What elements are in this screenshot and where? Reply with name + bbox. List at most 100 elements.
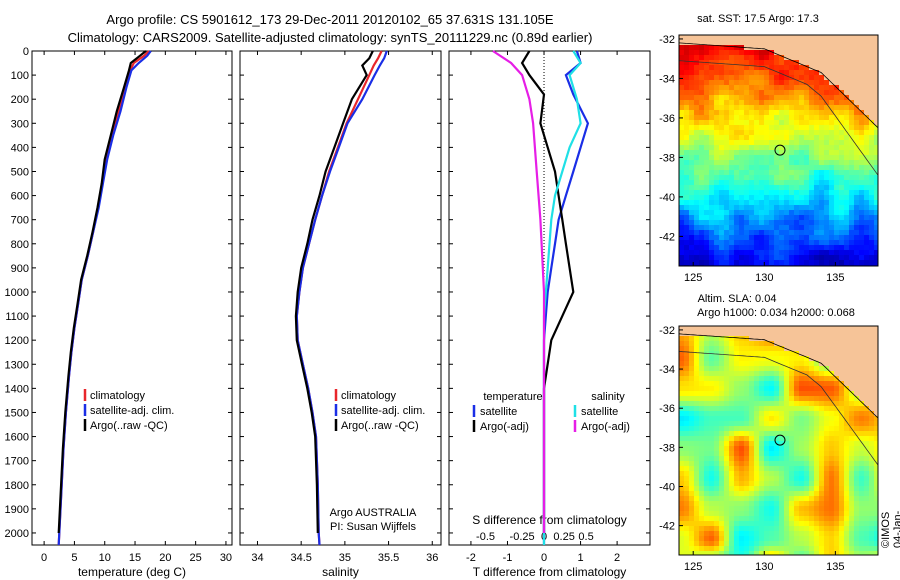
map-cell [834,245,839,250]
map-cell [814,336,819,341]
map-cell [734,100,739,105]
map-cell [869,230,874,235]
map-cell [699,75,704,80]
map-cell [864,130,869,135]
map-cell [859,436,864,441]
map-cell [719,546,724,551]
map-cell [829,461,834,466]
map-cell [759,551,764,555]
map-cell [744,516,749,521]
map-cell [844,195,849,200]
map-cell [719,245,724,250]
map-cell [819,461,824,466]
map-cell [774,250,779,255]
map-cell [684,50,689,55]
map-cell [719,205,724,210]
map-cell [824,401,829,406]
map-cell [799,115,804,120]
map-cell [719,140,724,145]
map-cell [864,486,869,491]
map-cell [709,50,714,55]
map-cell [794,210,799,215]
map-cell [854,110,859,115]
map-cell [774,195,779,200]
map-cell [869,486,874,491]
map-cell [754,235,759,240]
map-cell [699,215,704,220]
map-cell [874,496,878,501]
map-cell [709,326,714,331]
map-cell [869,225,874,230]
map-cell [754,170,759,175]
map-cell [869,80,874,85]
map-cell [749,396,754,401]
map-cell [839,40,844,45]
map-cell [679,150,684,155]
map-cell [719,155,724,160]
map-cell [869,180,874,185]
map-cell [694,150,699,155]
map-cell [714,396,719,401]
map-cell [739,551,744,555]
map-cell [799,200,804,205]
map-cell [774,436,779,441]
map-cell [784,491,789,496]
map-cell [754,376,759,381]
map-cell [799,426,804,431]
map-cell [774,165,779,170]
x-axis-label: T difference from climatology [473,565,627,579]
map-cell [829,406,834,411]
map-cell [854,195,859,200]
map-cell [689,406,694,411]
map-cell [799,140,804,145]
map-cell [754,95,759,100]
map-cell [839,200,844,205]
map-cell [694,120,699,125]
map-cell [729,386,734,391]
map-cell [789,50,794,55]
map-cell [799,371,804,376]
map-cell [764,60,769,65]
map-cell [864,95,869,100]
map-cell [789,70,794,75]
map-cell [709,170,714,175]
map-cell [844,461,849,466]
map-cell [714,461,719,466]
map-cell [694,35,699,40]
map-cell [679,120,684,125]
map-cell [869,541,874,546]
map-cell [704,130,709,135]
map-cell [829,531,834,536]
map-cell [874,346,878,351]
map-cell [794,341,799,346]
map-cell [729,55,734,60]
map-cell [689,180,694,185]
map-cell [689,361,694,366]
map-cell [729,526,734,531]
map-cell [729,250,734,255]
map-cell [859,461,864,466]
map-cell [789,371,794,376]
secondary-tick-label: -0.5 [476,531,495,543]
map-cell [774,220,779,225]
map-cell [734,145,739,150]
map-cell [824,185,829,190]
map-cell [789,386,794,391]
map-cell [819,486,824,491]
map-cell [739,526,744,531]
map-cell [729,115,734,120]
map-cell [819,170,824,175]
map-cell [729,551,734,555]
map-cell [829,521,834,526]
map-cell [689,155,694,160]
map-cell [679,546,684,551]
map-cell [809,401,814,406]
map-cell [744,165,749,170]
map-cell [804,200,809,205]
map-cell [869,356,874,361]
map-cell [799,396,804,401]
map-cell [854,451,859,456]
map-cell [739,546,744,551]
map-cell [774,55,779,60]
